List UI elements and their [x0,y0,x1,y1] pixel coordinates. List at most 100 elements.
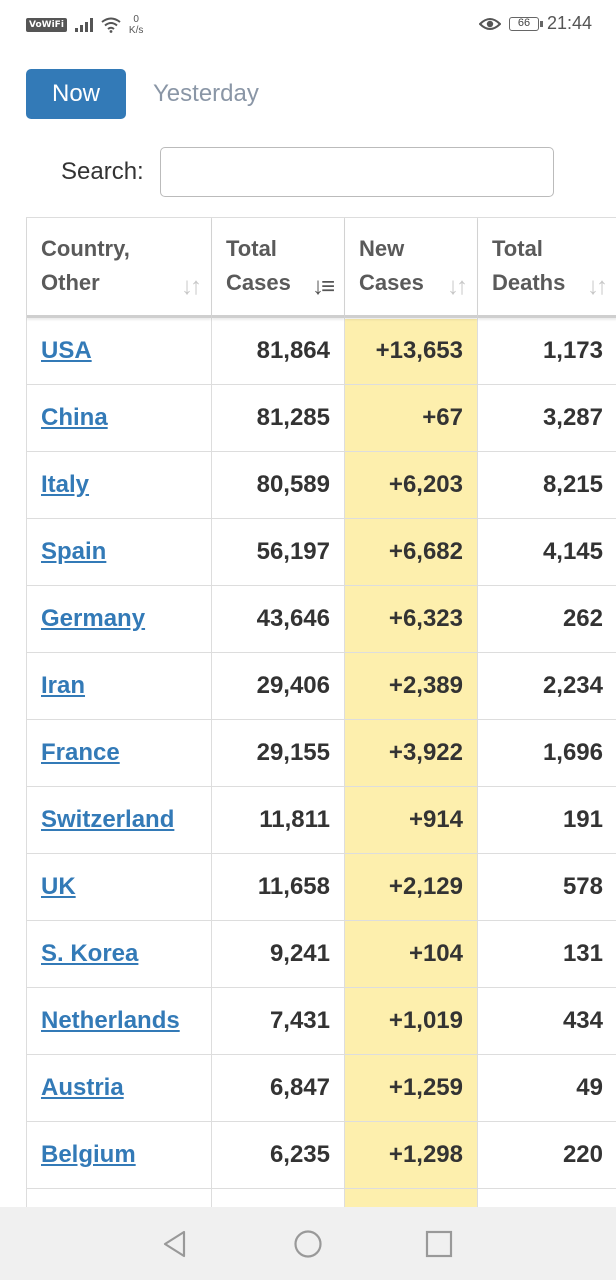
table-row-country-cell: UK [27,854,211,921]
table-row-total-deaths-cell: 191 [478,787,616,854]
table-row-country-cell: France [27,720,211,787]
table-row-country-cell: Italy [27,452,211,519]
status-right: 66 21:44 [478,13,592,34]
table-row-total-deaths-cell: 131 [478,921,616,988]
table-row-total-cases-cell: 9,241 [212,921,344,988]
header-new-cases[interactable]: New Cases ↓↑ [345,217,477,318]
table-row-new-cases-cell: +2,129 [345,854,477,921]
recents-icon[interactable] [424,1229,454,1259]
table-row-total-cases-cell [212,1189,344,1207]
country-link[interactable]: USA [41,337,92,364]
country-link[interactable]: UK [41,873,76,900]
net-speed: 0 K/s [129,14,143,36]
table-row-total-cases-cell: 56,197 [212,519,344,586]
table-row-total-cases-cell: 6,847 [212,1055,344,1122]
country-link[interactable]: Spain [41,538,107,565]
table-row-country-cell: Belgium [27,1122,211,1189]
header-total-cases-line1: Total [226,236,277,261]
country-link[interactable]: Italy [41,471,90,498]
header-new-cases-line2: Cases [359,270,424,295]
table-row-total-deaths-cell: 434 [478,988,616,1055]
column-total-deaths: Total Deaths ↓↑ 1,173 3,287 8,215 4,145 262 2… [478,217,616,1207]
sort-desc-icon[interactable]: ↓≡ [311,273,335,300]
table-row-total-deaths-cell: 578 [478,854,616,921]
table-row-total-cases-cell: 43,646 [212,586,344,653]
table-row-new-cases-cell: +3,922 [345,720,477,787]
status-left: VoWiFi 0 K/s [26,14,143,36]
battery-icon: 66 [508,16,543,31]
navigation-bar [0,1207,616,1280]
table-row-new-cases-cell: +1,298 [345,1122,477,1189]
table-row-country-cell: USA [27,318,211,385]
table-row-total-cases-cell: 81,864 [212,318,344,385]
table-row-country-cell: Germany [27,586,211,653]
home-icon[interactable] [293,1229,323,1259]
table-row-new-cases-cell: +6,323 [345,586,477,653]
table-row-total-deaths-cell: 49 [478,1055,616,1122]
header-total-cases-line2: Cases [226,270,291,295]
table-row-total-cases-cell: 11,811 [212,787,344,854]
header-total-deaths[interactable]: Total Deaths ↓↑ [478,217,616,318]
table-row-total-cases-cell: 80,589 [212,452,344,519]
header-total-cases[interactable]: Total Cases ↓≡ [212,217,344,318]
data-table: Country, Other ↓↑ USA China Italy Spain Germ… [26,217,616,1207]
header-country-line1: Country, [41,236,130,261]
table-row-total-deaths-cell [478,1189,616,1207]
eye-icon [478,17,501,30]
table-row-country-cell: Netherlands [27,988,211,1055]
highlight-column [345,319,477,1207]
clock: 21:44 [546,13,592,33]
vowifi-icon: VoWiFi [26,18,67,32]
table-row-new-cases-cell: +1,259 [345,1055,477,1122]
sort-icon[interactable]: ↓↑ [181,273,202,300]
table-row-total-cases-cell: 6,235 [212,1122,344,1189]
header-new-cases-line1: New [359,236,405,261]
signal-icon [74,18,93,32]
country-link[interactable]: China [41,404,108,431]
table-row-country-cell: Switzerland [27,787,211,854]
country-link[interactable]: Iran [41,672,86,699]
table-row-new-cases-cell: +6,682 [345,519,477,586]
status-bar: VoWiFi 0 K/s 66 21:44 [0,0,616,50]
table-row-total-deaths-cell: 220 [478,1122,616,1189]
table-row-total-cases-cell: 11,658 [212,854,344,921]
net-speed-unit: K/s [128,25,144,36]
header-country-line2: Other [41,270,100,295]
table-row-country-cell: China [27,385,211,452]
header-country[interactable]: Country, Other ↓↑ [27,217,211,318]
table-row-country-cell: Iran [27,653,211,720]
tab-now[interactable]: Now [26,69,126,119]
table-row-total-deaths-cell: 1,173 [478,318,616,385]
table-row-total-deaths-cell: 3,287 [478,385,616,452]
table-row-total-deaths-cell: 1,696 [478,720,616,787]
table-row-new-cases-cell: +13,653 [345,318,477,385]
country-link[interactable]: S. Korea [41,940,139,967]
table-row-total-deaths-cell: 262 [478,586,616,653]
table-row-total-deaths-cell: 4,145 [478,519,616,586]
sort-icon[interactable]: ↓↑ [447,273,468,300]
country-link[interactable]: France [41,739,120,766]
table-row-country-cell: Austria [27,1055,211,1122]
search-label: Search: [61,158,144,185]
tab-yesterday[interactable]: Yesterday [153,80,259,107]
back-icon[interactable] [160,1229,190,1259]
country-link[interactable]: Switzerland [41,806,175,833]
sort-icon[interactable]: ↓↑ [587,273,608,300]
column-country: Country, Other ↓↑ USA China Italy Spain Germ… [26,217,212,1207]
table-row-total-cases-cell: 29,406 [212,653,344,720]
table-row-total-cases-cell: 81,285 [212,385,344,452]
table-row-new-cases-cell [345,1189,477,1207]
search-input[interactable] [160,147,554,197]
country-link[interactable]: Netherlands [41,1007,180,1034]
country-link[interactable]: Austria [41,1074,124,1101]
table-row-new-cases-cell: +104 [345,921,477,988]
country-link[interactable]: Germany [41,605,146,632]
header-total-deaths-line1: Total [492,236,543,261]
header-total-deaths-line2: Deaths [492,270,566,295]
table-row-country-cell: Spain [27,519,211,586]
table-row-country-cell: S. Korea [27,921,211,988]
table-row-new-cases-cell: +6,203 [345,452,477,519]
table-row-new-cases-cell: +67 [345,385,477,452]
country-link[interactable]: Belgium [41,1141,136,1168]
column-total-cases: Total Cases ↓≡ 81,864 81,285 80,589 56,197 4… [212,217,345,1207]
